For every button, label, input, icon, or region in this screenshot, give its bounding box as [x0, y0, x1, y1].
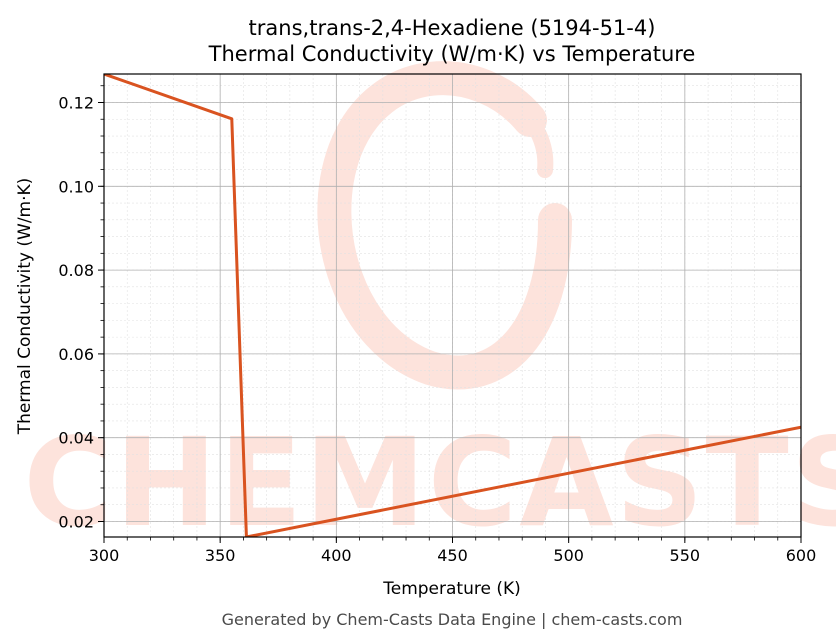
x-axis-label: Temperature (K)	[382, 579, 521, 599]
y-tick-label: 0.06	[58, 345, 94, 364]
chart-subtitle: Thermal Conductivity (W/m·K) vs Temperat…	[208, 42, 696, 66]
watermark: CHEMCASTS	[23, 61, 836, 554]
ticks-layer: 300 350 400 450 500 550 600 0.02 0.04 0.06 0.08 0.1…	[58, 85, 817, 565]
x-tick-label: 500	[553, 546, 584, 565]
footer-credit: Generated by Chem-Casts Data Engine | ch…	[222, 610, 683, 629]
y-axis-label: Thermal Conductivity (W/m·K)	[15, 178, 35, 436]
y-tick-label: 0.02	[58, 512, 94, 531]
x-tick-label: 300	[89, 546, 120, 565]
chart-title: trans,trans-2,4-Hexadiene (5194-51-4)	[249, 16, 656, 40]
series-layer	[104, 74, 801, 537]
x-tick-label: 350	[205, 546, 236, 565]
x-tick-label: 600	[786, 546, 817, 565]
y-tick-label: 0.08	[58, 261, 94, 280]
series-line-0	[104, 74, 801, 537]
x-tick-label: 400	[321, 546, 352, 565]
y-tick-label: 0.04	[58, 429, 94, 448]
watermark-text: CHEMCASTS	[23, 412, 836, 554]
watermark-logo-swirl	[317, 61, 572, 390]
y-tick-label: 0.12	[58, 93, 94, 112]
x-tick-label: 550	[670, 546, 701, 565]
y-tick-label: 0.10	[58, 177, 94, 196]
x-tick-label: 450	[437, 546, 468, 565]
